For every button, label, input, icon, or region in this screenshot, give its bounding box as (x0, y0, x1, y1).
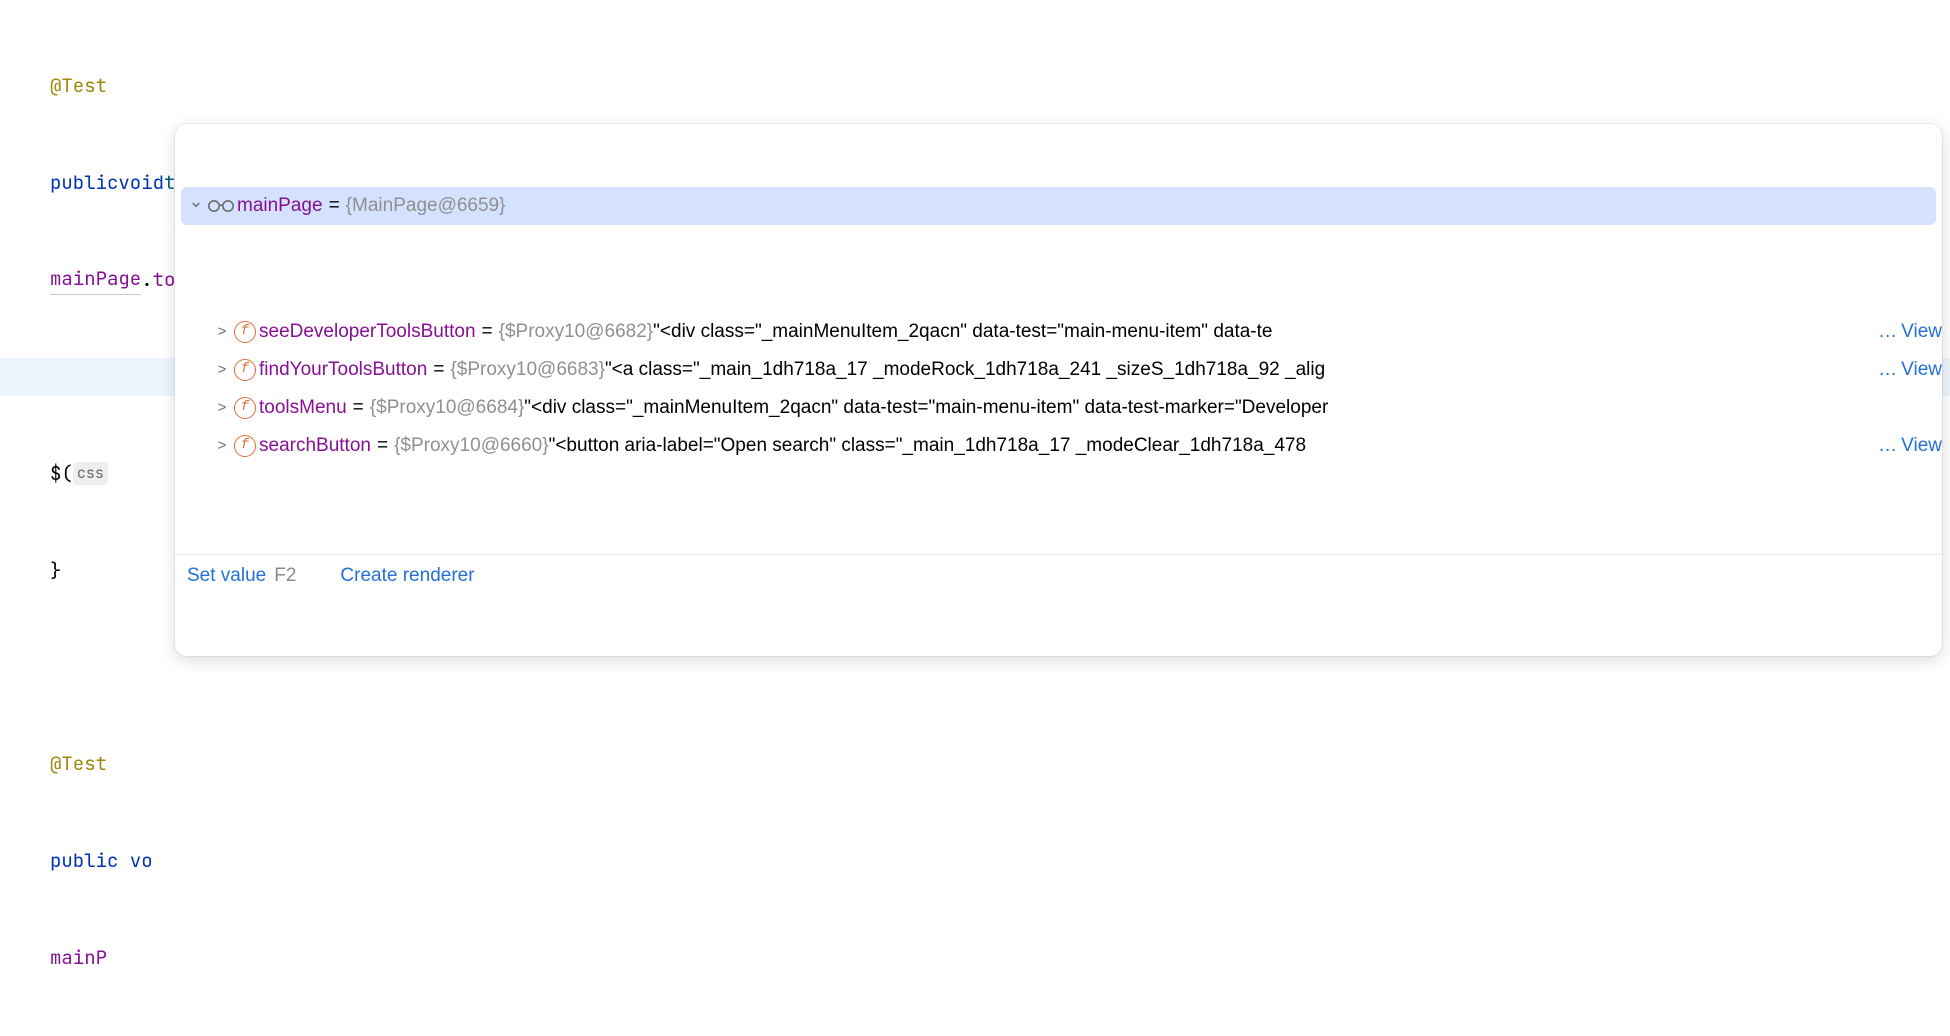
variable-name: toolsMenu (259, 393, 347, 422)
view-link[interactable]: View (1897, 431, 1942, 460)
object-reference: {$Proxy10@6682} (499, 317, 654, 346)
parameter-hint: css (73, 462, 108, 485)
variable-value: "<div class="_mainMenuItem_2qacn" data-t… (653, 321, 1272, 342)
equals-sign: = (476, 317, 499, 346)
popup-footer: Set value F2 Create renderer (175, 554, 1942, 598)
keyword-partial: public vo (50, 846, 153, 875)
code-line: public vo (50, 842, 1950, 880)
view-link[interactable]: View (1897, 317, 1942, 346)
punct: . (141, 265, 152, 294)
variable-row[interactable]: ffindYourToolsButton={$Proxy10@6683} "<a… (175, 351, 1942, 389)
variable-row[interactable]: ftoolsMenu={$Proxy10@6684} "<div class="… (175, 389, 1942, 427)
variable-row[interactable]: fsearchButton={$Proxy10@6660} "<button a… (175, 427, 1942, 465)
field-ref: mainPage (50, 264, 141, 294)
field-icon: f (231, 397, 259, 419)
keyword-void: void (118, 168, 164, 197)
punct: $( (50, 459, 73, 488)
field-ref: mainP (50, 943, 107, 972)
view-link[interactable]: View (1897, 355, 1942, 384)
object-reference: {MainPage@6659} (346, 191, 506, 220)
variable-value: "<a class="_main_1dh718a_17 _modeRock_1d… (605, 359, 1325, 380)
field-icon: f (231, 359, 259, 381)
chevron-down-icon[interactable] (187, 192, 205, 220)
ellipsis-link[interactable]: … (1878, 355, 1897, 384)
chevron-right-icon[interactable] (213, 397, 231, 420)
object-reference: {$Proxy10@6683} (450, 355, 605, 384)
equals-sign: = (371, 431, 394, 460)
variable-value: "<div class="_mainMenuItem_2qacn" data-t… (524, 397, 1328, 418)
variable-name: findYourToolsButton (259, 355, 427, 384)
field-icon: f (231, 321, 259, 343)
field-icon: f (231, 435, 259, 457)
code-line: @Test (50, 745, 1950, 783)
code-line: @Test (50, 67, 1950, 105)
punct: } (50, 556, 61, 585)
code-line: mainP (50, 939, 1950, 977)
annotation: @Test (50, 71, 107, 100)
object-reference: {$Proxy10@6684} (370, 393, 525, 422)
object-reference: {$Proxy10@6660} (394, 431, 549, 460)
ellipsis-link[interactable]: … (1878, 317, 1897, 346)
chevron-right-icon[interactable] (213, 435, 231, 458)
variable-row-root[interactable]: mainPage = {MainPage@6659} (181, 187, 1936, 225)
variable-value: "<button aria-label="Open search" class=… (549, 435, 1306, 456)
equals-sign: = (323, 191, 346, 220)
code-editor[interactable]: @Test public void toolsMenu() { mainPage… (0, 0, 1950, 1036)
annotation: @Test (50, 749, 107, 778)
variable-name: mainPage (237, 191, 323, 220)
variable-name: searchButton (259, 431, 371, 460)
ellipsis-link[interactable]: … (1878, 431, 1897, 460)
debugger-inspect-popup[interactable]: mainPage = {MainPage@6659} fseeDeveloper… (175, 124, 1942, 656)
equals-sign: = (427, 355, 450, 384)
equals-sign: = (347, 393, 370, 422)
shortcut-key: F2 (274, 561, 296, 590)
chevron-right-icon[interactable] (213, 321, 231, 344)
variable-name: seeDeveloperToolsButton (259, 317, 476, 346)
chevron-right-icon[interactable] (213, 359, 231, 382)
create-renderer-link[interactable]: Create renderer (340, 561, 474, 590)
keyword-public: public (50, 168, 118, 197)
variable-row[interactable]: fseeDeveloperToolsButton={$Proxy10@6682}… (175, 313, 1942, 351)
set-value-link[interactable]: Set value (187, 561, 266, 590)
glasses-icon (205, 199, 237, 213)
